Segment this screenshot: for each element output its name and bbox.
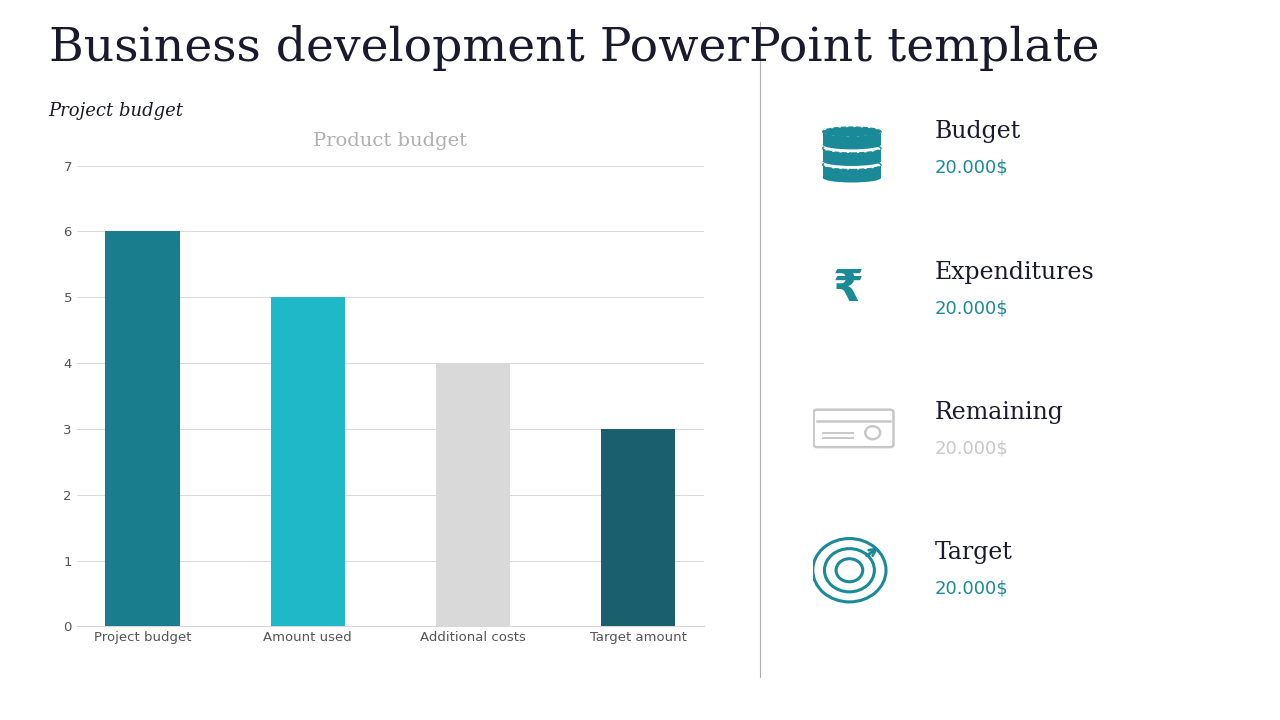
Text: Budget: Budget <box>934 120 1020 143</box>
Ellipse shape <box>823 161 881 169</box>
Ellipse shape <box>823 144 881 153</box>
Text: ₹: ₹ <box>832 266 863 310</box>
Ellipse shape <box>823 140 881 149</box>
Ellipse shape <box>823 157 881 166</box>
FancyBboxPatch shape <box>823 148 881 161</box>
Text: 20.000$: 20.000$ <box>934 158 1009 176</box>
FancyBboxPatch shape <box>823 165 881 178</box>
Text: Target: Target <box>934 541 1012 564</box>
Ellipse shape <box>823 127 881 136</box>
Bar <box>105 231 179 626</box>
FancyBboxPatch shape <box>823 132 881 145</box>
Text: Remaining: Remaining <box>934 401 1064 424</box>
Text: 20.000$: 20.000$ <box>934 580 1009 598</box>
Ellipse shape <box>823 174 881 182</box>
Bar <box>270 297 344 626</box>
Title: Product budget: Product budget <box>314 132 467 150</box>
Text: Project budget: Project budget <box>49 102 183 120</box>
Text: Business development PowerPoint template: Business development PowerPoint template <box>49 25 1100 71</box>
Text: 20.000$: 20.000$ <box>934 300 1009 317</box>
Bar <box>436 363 511 626</box>
Bar <box>602 429 676 626</box>
Text: Expenditures: Expenditures <box>934 261 1094 284</box>
Text: 20.000$: 20.000$ <box>934 439 1009 458</box>
Ellipse shape <box>823 127 881 136</box>
